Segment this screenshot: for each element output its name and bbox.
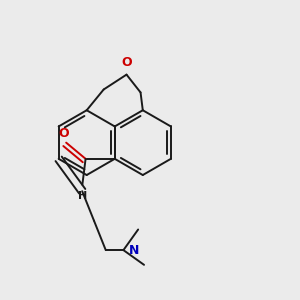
- Text: O: O: [58, 127, 68, 140]
- Text: O: O: [121, 56, 132, 69]
- Text: N: N: [129, 244, 140, 256]
- Text: H: H: [78, 190, 87, 201]
